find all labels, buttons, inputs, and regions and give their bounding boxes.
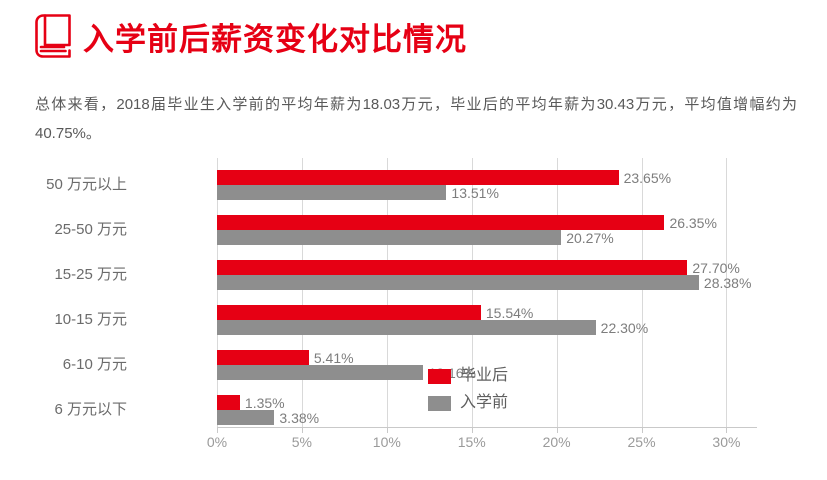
x-tick-label: 10% [372,434,401,450]
x-tick-label: 5% [291,434,312,450]
category-label: 6 万元以下 [54,401,127,418]
axis-tick-mark [301,428,303,433]
axis-tick-mark [217,428,218,433]
bar-value-label: 28.38% [703,275,752,291]
bar-毕业后 [217,305,481,320]
bar-入学前 [217,365,424,380]
legend-swatch-毕业后 [428,368,451,384]
axis-tick-mark [556,428,558,433]
grid-line [641,158,643,427]
plot-area: 0% 5% 10% 15% 20% 25% 30% 50 万元以上 23.65% 13.51% 25… [46,158,757,450]
page-title: 入学前后薪资变化对比情况 [83,21,467,57]
book-icon [35,14,71,58]
legend-swatch-入学前 [428,395,451,411]
category-label: 25-50 万元 [54,221,127,238]
bar-value-label: 13.51% [451,185,499,201]
bar-value-label: 5.41% [313,350,354,366]
x-tick-label: 30% [712,434,741,450]
bar-入学前 [217,410,275,425]
bar-value-label: 23.65% [623,170,672,186]
x-tick-label: 25% [627,434,656,450]
page-header: 入学前后薪资变化对比情况 [33,12,467,60]
grid-line [217,158,218,427]
bar-入学前 [217,275,699,290]
chart-legend: 毕业后 入学前 [428,368,508,422]
axis-tick-mark [386,428,388,433]
axis-tick-mark [641,428,643,433]
x-tick-label: 0% [206,434,228,450]
category-label: 15-25 万元 [54,266,127,283]
legend-item: 毕业后 [428,368,508,384]
x-tick-label: 15% [457,434,486,450]
bar-毕业后 [217,350,309,365]
bar-value-label: 27.70% [692,260,740,276]
bar-毕业后 [217,170,619,185]
bar-value-label: 26.35% [669,215,717,231]
legend-label: 入学前 [460,394,509,411]
grid-line [726,158,728,427]
bar-value-label: 20.27% [566,230,614,246]
bar-value-label: 22.30% [600,320,649,336]
salary-comparison-chart: 0% 5% 10% 15% 20% 25% 30% 50 万元以上 23.65% 13.51% 25… [0,158,827,458]
legend-item: 入学前 [428,395,508,411]
summary-text: 总体来看，2018届毕业生入学前的平均年薪为18.03万元，毕业后的平均年薪为3… [35,96,797,142]
bar-value-label: 1.35% [244,395,285,411]
category-label: 50 万元以上 [46,176,127,193]
category-label: 6-10 万元 [62,356,127,373]
bar-入学前 [217,230,562,245]
axis-tick-mark [471,428,473,433]
bar-value-label: 3.38% [279,410,320,426]
bar-入学前 [217,320,596,335]
axis-tick-mark [726,428,728,433]
grid-line [301,158,303,427]
category-label: 10-15 万元 [54,311,127,328]
grid-line [471,158,473,427]
grid-line [386,158,388,427]
bar-value-label: 15.54% [485,305,534,321]
bar-毕业后 [217,215,665,230]
legend-label: 毕业后 [460,367,509,384]
x-tick-label: 20% [542,434,571,450]
bar-入学前 [217,185,447,200]
bar-毕业后 [217,260,688,275]
bar-毕业后 [217,395,240,410]
grid-line [556,158,558,427]
